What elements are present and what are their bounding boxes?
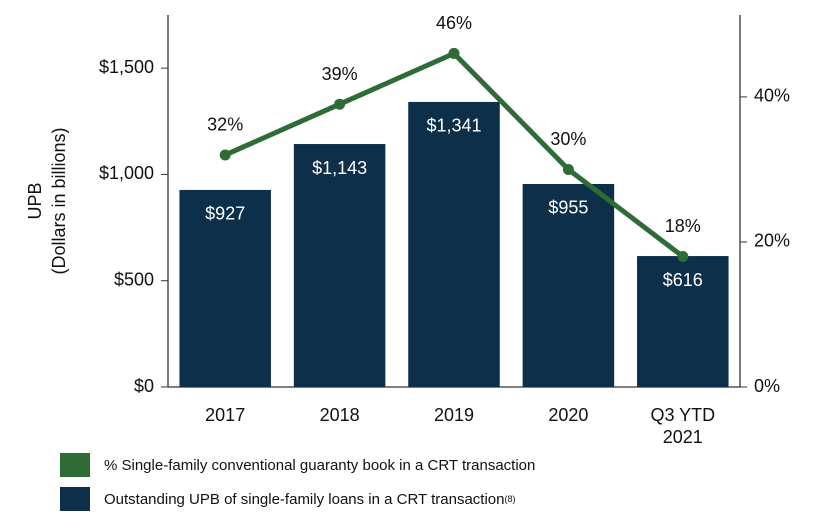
bar xyxy=(522,183,615,387)
bar-label: $1,143 xyxy=(312,158,367,178)
legend-item: Outstanding UPB of single-family loans i… xyxy=(60,487,515,511)
legend-swatch xyxy=(60,487,90,511)
y-tick-label: $0 xyxy=(134,376,154,396)
bar-label: $927 xyxy=(205,204,245,224)
line-label: 18% xyxy=(665,216,701,236)
legend-swatch xyxy=(60,453,90,477)
bar xyxy=(637,256,729,387)
bar xyxy=(179,189,271,387)
y-axis-title-line: UPB xyxy=(25,182,45,219)
legend-item: % Single-family conventional guaranty bo… xyxy=(60,453,535,477)
line-label: 32% xyxy=(207,115,243,135)
y2-tick-label: 40% xyxy=(754,86,790,106)
bar-label: $616 xyxy=(663,270,703,290)
bar xyxy=(408,101,500,387)
y-tick-label: $1,000 xyxy=(99,163,154,183)
legend-label: Outstanding UPB of single-family loans i… xyxy=(104,490,505,508)
bar xyxy=(293,144,386,387)
legend-label: % Single-family conventional guaranty bo… xyxy=(104,456,536,474)
x-tick-label: 2018 xyxy=(319,405,360,425)
y-axis-title: UPB (Dollars in billions) xyxy=(25,127,69,274)
line-label: 30% xyxy=(550,129,586,149)
y-axis-title-line: (Dollars in billions) xyxy=(49,127,69,274)
line-label: 46% xyxy=(436,13,472,33)
line-label: 39% xyxy=(322,64,358,84)
line-marker xyxy=(677,250,689,262)
y-tick-label: $1,500 xyxy=(99,57,154,77)
y2-tick-label: 0% xyxy=(754,376,780,396)
line-marker xyxy=(219,149,231,161)
x-tick-label: 2019 xyxy=(433,405,475,425)
line-marker xyxy=(334,98,346,110)
x-tick-label: Q3 YTD 2021 xyxy=(650,405,716,447)
x-tick-label: 2017 xyxy=(205,405,246,425)
y2-tick-label: 20% xyxy=(754,231,790,251)
legend-note: (8) xyxy=(504,494,516,504)
line-marker xyxy=(562,163,574,175)
x-tick-label: 2020 xyxy=(548,405,589,425)
y-tick-label: $500 xyxy=(114,269,154,289)
line-marker xyxy=(448,47,460,59)
bar-label: $1,341 xyxy=(426,116,481,136)
bar-label: $955 xyxy=(548,198,588,218)
